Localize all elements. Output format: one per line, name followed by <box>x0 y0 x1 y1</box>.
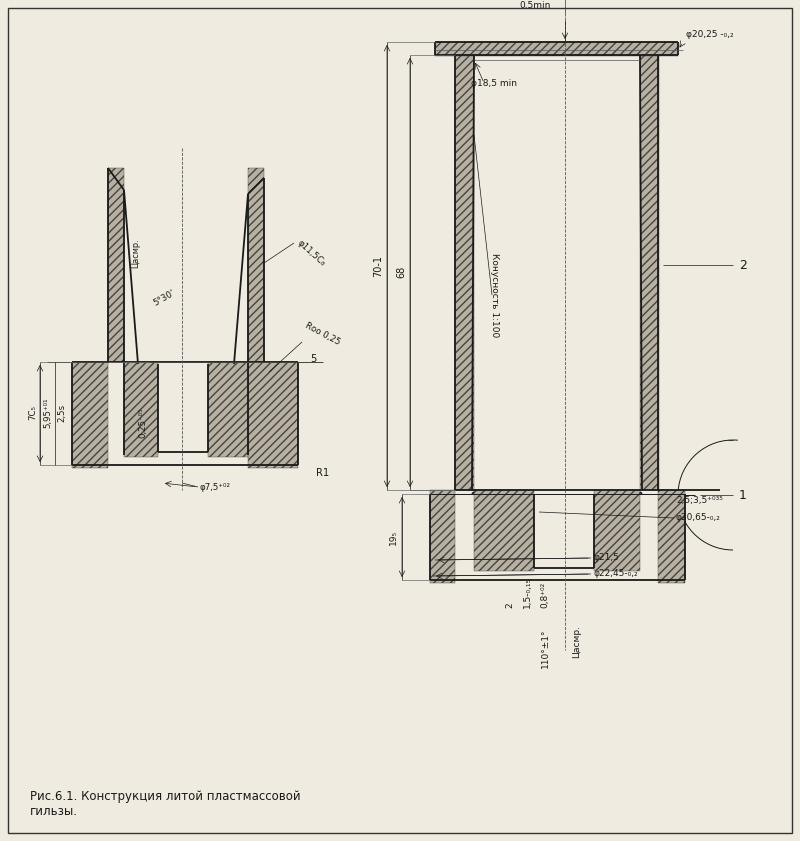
Bar <box>594 490 640 571</box>
Text: φ20,25 -₀,₂: φ20,25 -₀,₂ <box>686 29 734 39</box>
Text: 19₅: 19₅ <box>389 530 398 545</box>
Text: φ18,5 min: φ18,5 min <box>471 78 517 87</box>
Text: 1: 1 <box>739 489 747 501</box>
Bar <box>658 490 685 583</box>
Text: R1: R1 <box>316 468 330 478</box>
Bar <box>455 55 474 490</box>
Bar <box>248 168 264 362</box>
Text: 2: 2 <box>506 602 514 608</box>
Bar <box>640 55 659 490</box>
Text: 5°30': 5°30' <box>152 288 176 308</box>
Text: Rоо 0,25: Rоо 0,25 <box>304 321 342 347</box>
Text: 68: 68 <box>396 266 406 278</box>
Text: 2: 2 <box>739 258 747 272</box>
Bar <box>248 362 298 468</box>
Text: 5: 5 <box>310 354 316 364</box>
Text: φ7,5⁺⁰²: φ7,5⁺⁰² <box>200 483 231 491</box>
Text: 1,5-₀,₁₅: 1,5-₀,₁₅ <box>522 577 531 608</box>
Bar <box>72 362 108 468</box>
Text: 2,5;3,5⁺⁰³⁵: 2,5;3,5⁺⁰³⁵ <box>676 495 723 505</box>
Text: Рис.6.1. Конструкция литой пластмассовой
гильзы.: Рис.6.1. Конструкция литой пластмассовой… <box>30 790 301 818</box>
Bar <box>124 362 158 457</box>
Bar <box>108 168 124 362</box>
Text: 70-1: 70-1 <box>373 255 383 277</box>
Text: 0,8⁺⁰²: 0,8⁺⁰² <box>541 582 550 608</box>
Text: Конусность 1:100: Конусность 1:100 <box>490 253 498 337</box>
Text: φ20,65-₀,₂: φ20,65-₀,₂ <box>676 514 721 522</box>
Bar <box>435 42 678 56</box>
Bar <box>474 490 534 571</box>
Text: 110°±1°: 110°±1° <box>541 628 550 668</box>
Text: 5,95⁺⁰¹: 5,95⁺⁰¹ <box>43 398 53 428</box>
Text: Цасмр.: Цасмр. <box>131 238 141 267</box>
Text: φ21,5: φ21,5 <box>593 553 619 563</box>
Text: φ22,45-₀,₂: φ22,45-₀,₂ <box>593 569 638 579</box>
Text: 0,25⁻⁰⁵: 0,25⁻⁰⁵ <box>138 408 147 438</box>
Text: 0,5min: 0,5min <box>519 1 550 10</box>
Bar <box>430 490 455 583</box>
Text: φ11,5C₈: φ11,5C₈ <box>296 238 327 267</box>
Bar <box>208 362 248 457</box>
Text: 2,5s: 2,5s <box>58 404 66 422</box>
Text: Цасмр.: Цасмр. <box>573 626 582 659</box>
Text: 7C₅: 7C₅ <box>29 405 38 420</box>
